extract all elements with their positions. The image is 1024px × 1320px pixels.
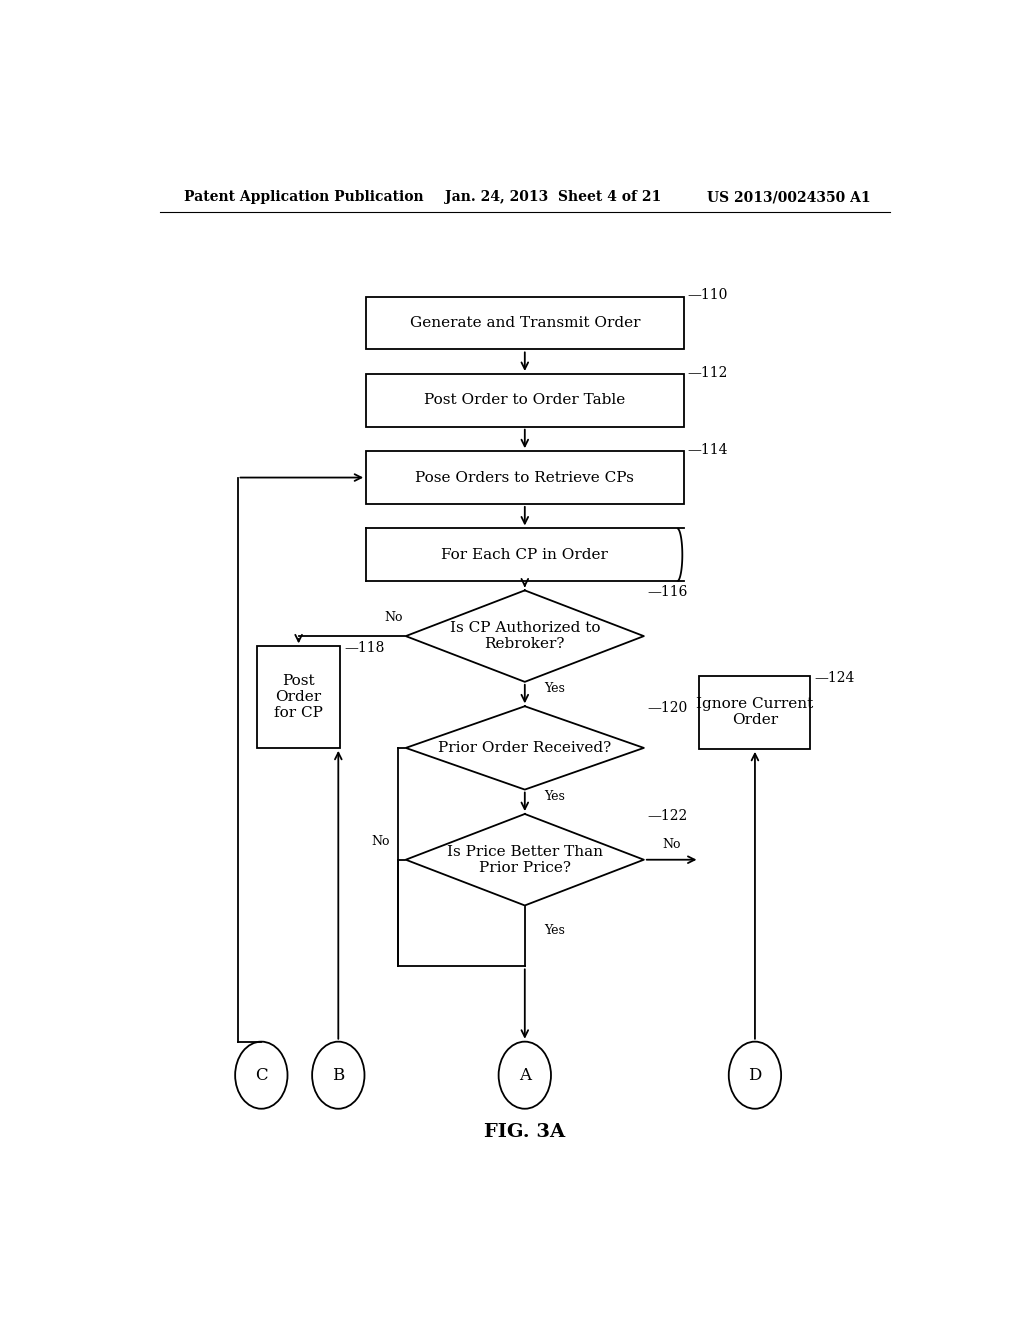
Text: —122: —122 bbox=[648, 809, 688, 822]
Text: No: No bbox=[385, 611, 403, 624]
Text: US 2013/0024350 A1: US 2013/0024350 A1 bbox=[708, 190, 871, 205]
Text: Prior Order Received?: Prior Order Received? bbox=[438, 741, 611, 755]
Text: Yes: Yes bbox=[545, 791, 565, 803]
Text: Jan. 24, 2013  Sheet 4 of 21: Jan. 24, 2013 Sheet 4 of 21 bbox=[445, 190, 662, 205]
Text: No: No bbox=[372, 836, 390, 847]
Text: B: B bbox=[332, 1067, 344, 1084]
Text: —118: —118 bbox=[344, 642, 385, 655]
Text: Post
Order
for CP: Post Order for CP bbox=[274, 675, 323, 721]
Polygon shape bbox=[367, 528, 684, 581]
Polygon shape bbox=[406, 706, 644, 789]
Text: Is Price Better Than
Prior Price?: Is Price Better Than Prior Price? bbox=[446, 845, 603, 875]
Text: —110: —110 bbox=[687, 289, 728, 302]
Text: Is CP Authorized to
Rebroker?: Is CP Authorized to Rebroker? bbox=[450, 620, 600, 651]
Text: —112: —112 bbox=[687, 366, 728, 380]
Text: Generate and Transmit Order: Generate and Transmit Order bbox=[410, 315, 640, 330]
FancyBboxPatch shape bbox=[699, 676, 811, 748]
Text: Post Order to Order Table: Post Order to Order Table bbox=[424, 393, 626, 408]
Text: Yes: Yes bbox=[545, 682, 565, 696]
Text: —116: —116 bbox=[648, 585, 688, 599]
Text: Patent Application Publication: Patent Application Publication bbox=[183, 190, 423, 205]
FancyBboxPatch shape bbox=[367, 297, 684, 350]
FancyBboxPatch shape bbox=[367, 451, 684, 504]
FancyBboxPatch shape bbox=[257, 647, 340, 748]
Text: Ignore Current
Order: Ignore Current Order bbox=[696, 697, 814, 727]
Polygon shape bbox=[406, 590, 644, 682]
Text: For Each CP in Order: For Each CP in Order bbox=[441, 548, 608, 562]
Text: Yes: Yes bbox=[545, 924, 565, 937]
Text: FIG. 3A: FIG. 3A bbox=[484, 1123, 565, 1140]
Text: No: No bbox=[663, 838, 681, 851]
Text: D: D bbox=[749, 1067, 762, 1084]
Text: —124: —124 bbox=[814, 671, 855, 685]
Text: —120: —120 bbox=[648, 701, 688, 715]
Polygon shape bbox=[406, 814, 644, 906]
Text: Pose Orders to Retrieve CPs: Pose Orders to Retrieve CPs bbox=[416, 470, 634, 484]
Text: C: C bbox=[255, 1067, 267, 1084]
Text: —114: —114 bbox=[687, 444, 728, 457]
FancyBboxPatch shape bbox=[367, 374, 684, 426]
Text: A: A bbox=[519, 1067, 530, 1084]
